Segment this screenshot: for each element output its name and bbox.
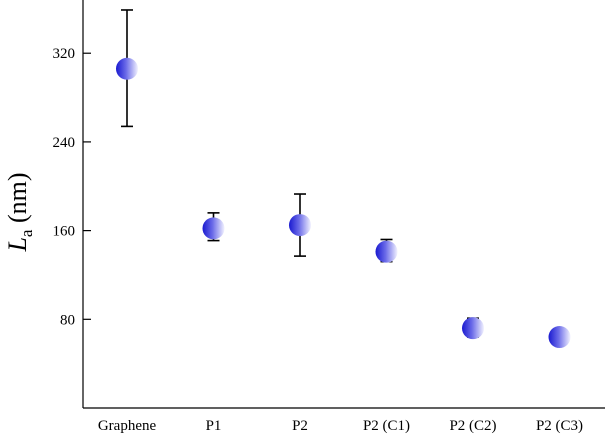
error-bars <box>121 9 566 344</box>
y-axis-label: La (nm) <box>3 172 36 252</box>
data-point <box>548 326 571 349</box>
y-tick-label: 240 <box>53 135 76 151</box>
x-tick-label: Graphene <box>98 418 157 434</box>
x-tick-label: P2 <box>292 418 308 434</box>
data-point <box>375 240 398 263</box>
y-ticks: 80 160 240 320 <box>53 46 91 328</box>
y-axis-unit: (nm) <box>3 172 32 229</box>
x-tick-label: P2 (C1) <box>363 418 410 434</box>
x-tick-label: P1 <box>206 418 222 434</box>
x-tick-label: P2 (C3) <box>536 418 583 434</box>
y-tick-label: 160 <box>53 224 76 240</box>
y-tick-label: 320 <box>53 46 76 62</box>
y-tick-label: 80 <box>60 312 75 328</box>
data-point <box>289 214 311 237</box>
data-point <box>462 317 484 340</box>
y-axis-subscript: a <box>17 229 36 237</box>
x-tick-labels: Graphene P1 P2 P2 (C1) P2 (C2) P2 (C3) <box>98 418 583 434</box>
data-point <box>116 57 138 80</box>
data-points <box>116 57 571 349</box>
y-axis-symbol: L <box>3 237 32 252</box>
data-point <box>202 217 225 240</box>
x-tick-label: P2 (C2) <box>449 418 496 434</box>
axes <box>82 0 605 409</box>
